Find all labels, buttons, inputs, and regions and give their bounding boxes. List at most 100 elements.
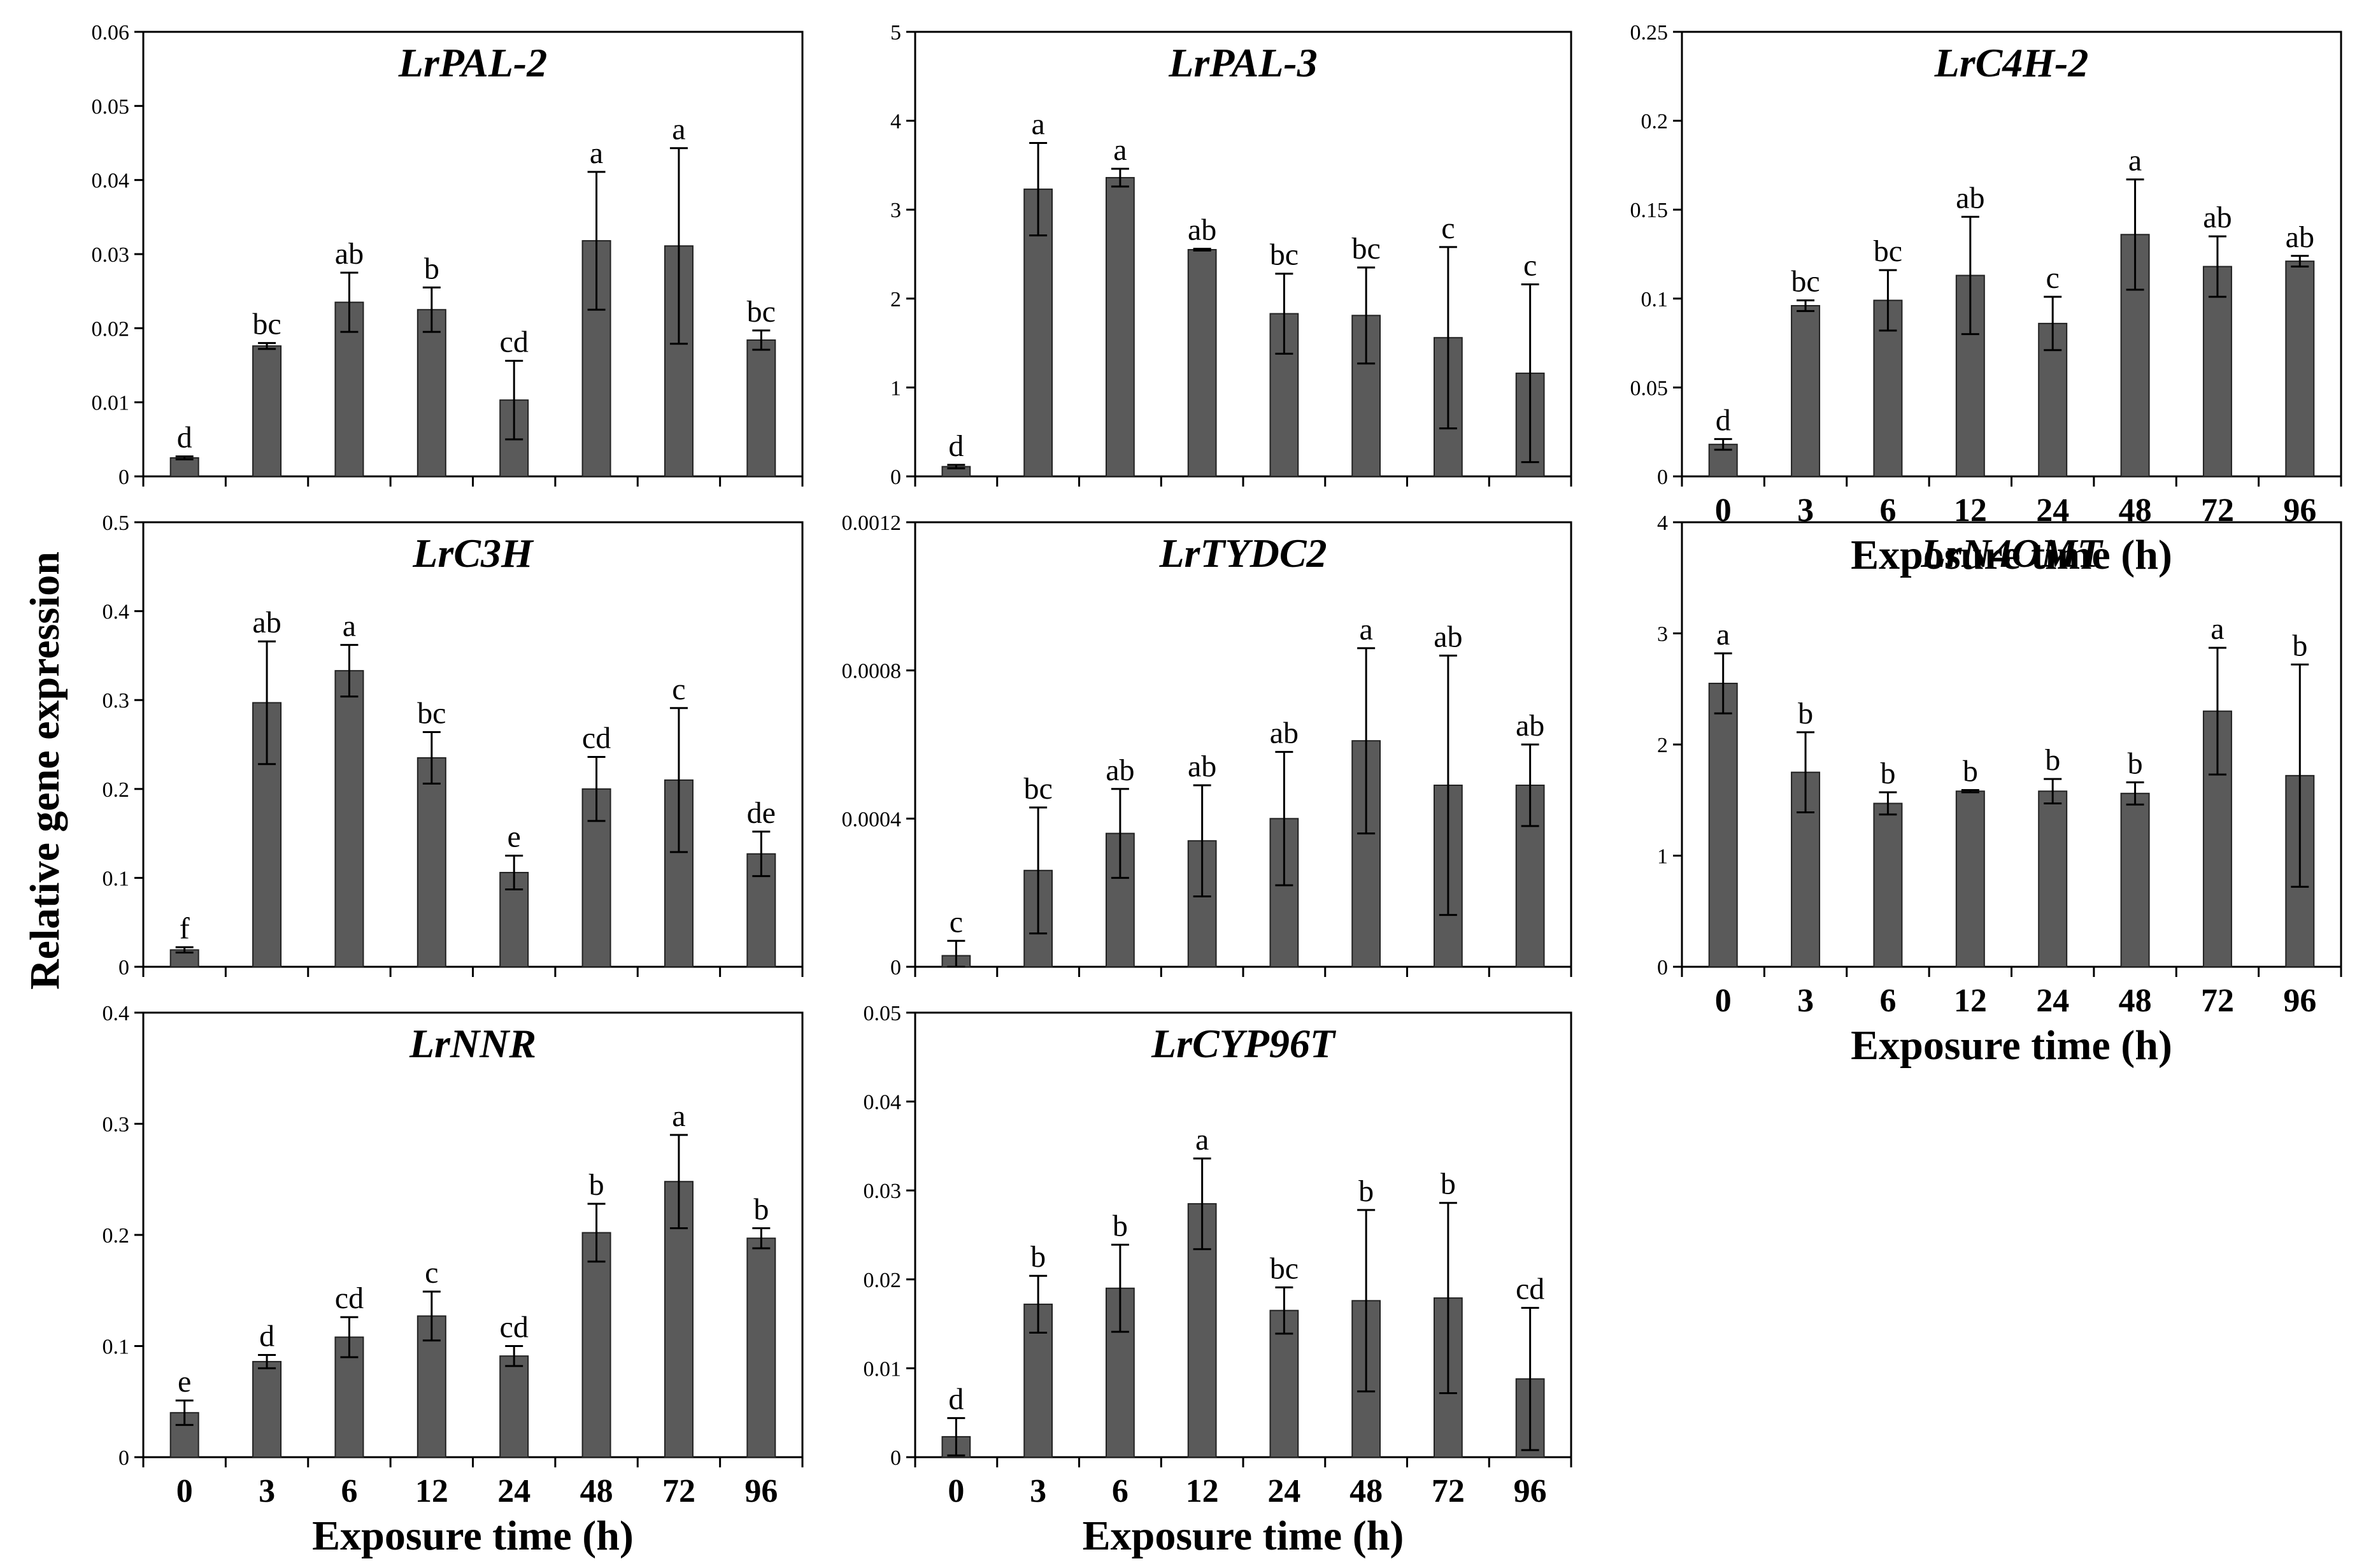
error-bar bbox=[1797, 299, 1815, 312]
error-bar bbox=[2291, 255, 2309, 268]
x-tick-label: 12 bbox=[1186, 1473, 1219, 1509]
significance-letter: bc bbox=[1270, 238, 1299, 272]
y-tick-label: 0.01 bbox=[92, 392, 130, 415]
y-axis-title: Relative gene expression bbox=[22, 552, 68, 990]
y-tick-label: 0.0004 bbox=[842, 808, 902, 831]
error-bar bbox=[2044, 296, 2062, 352]
chart-panel-8: 00.010.020.030.040.05LrCYP96Td0b3b6a12bc… bbox=[864, 1002, 1572, 1559]
y-tick-label: 3 bbox=[1657, 623, 1668, 646]
y-tick-label: 0.3 bbox=[103, 689, 130, 713]
significance-letter: b bbox=[589, 1168, 604, 1202]
chart-panel-1: 0 0.01 0.02 0.03 0.04 0.05 0.06 LrPAL-2 d bc ab b cd… bbox=[92, 21, 804, 489]
x-tick-label: 0 bbox=[176, 1473, 193, 1509]
error-bar bbox=[669, 147, 688, 345]
significance-letter: f bbox=[180, 911, 190, 945]
error-bar bbox=[1521, 1306, 1539, 1451]
error-bar bbox=[2208, 235, 2226, 298]
x-tick-label: 48 bbox=[2119, 983, 2152, 1019]
x-tick-label: 6 bbox=[1112, 1473, 1129, 1509]
y-tick-label: 4 bbox=[1657, 511, 1668, 535]
error-bar bbox=[587, 1202, 606, 1263]
y-tick-label: 0.03 bbox=[864, 1180, 902, 1203]
y-tick-label: 0.06 bbox=[92, 21, 130, 45]
error-bar bbox=[422, 286, 441, 333]
error-bar bbox=[2208, 646, 2226, 776]
plot-frame bbox=[1681, 31, 2342, 478]
error-bar bbox=[505, 1345, 523, 1367]
error-bar bbox=[422, 731, 441, 785]
significance-letter: b bbox=[424, 252, 439, 285]
significance-letter: c bbox=[672, 673, 685, 706]
error-bar bbox=[752, 329, 771, 351]
x-axis-title: Exposure time (h) bbox=[1851, 532, 2172, 578]
significance-letter: b bbox=[1113, 1209, 1128, 1243]
significance-letter: ab bbox=[1188, 750, 1216, 783]
y-tick-label: 0 bbox=[890, 1446, 901, 1470]
plot-frame bbox=[142, 31, 804, 478]
y-tick-label: 0.4 bbox=[103, 601, 130, 624]
significance-letter: c bbox=[1441, 211, 1455, 245]
significance-letter: c bbox=[1523, 248, 1537, 282]
bar-48h bbox=[2120, 792, 2150, 968]
error-bar bbox=[2044, 778, 2062, 804]
significance-letter: d bbox=[1716, 403, 1731, 437]
error-bar bbox=[258, 1353, 276, 1369]
y-tick-label: 0.5 bbox=[103, 511, 130, 535]
bar-12h bbox=[1955, 790, 1985, 968]
y-tick-label: 0.05 bbox=[864, 1002, 902, 1025]
x-tick-label: 0 bbox=[948, 1473, 964, 1509]
x-axis-title: Exposure time (h) bbox=[1851, 1022, 2172, 1069]
y-tick-label: 0.4 bbox=[103, 1002, 130, 1025]
bar-3h bbox=[252, 345, 282, 478]
bar-12h bbox=[417, 757, 446, 967]
error-bar bbox=[340, 644, 359, 698]
y-tick-label: 0.02 bbox=[864, 1269, 902, 1292]
significance-letter: c bbox=[950, 905, 963, 939]
chart-panel-2: 0 1 2 3 4 5 LrPAL-3 d a a ab bc bc c c bbox=[890, 21, 1572, 489]
significance-letter: ab bbox=[1106, 753, 1134, 787]
significance-letter: b bbox=[1358, 1174, 1374, 1208]
significance-letter: bc bbox=[1023, 772, 1052, 806]
x-tick-label: 6 bbox=[341, 1473, 357, 1509]
bar-24h bbox=[1269, 1309, 1299, 1458]
y-tick-label: 0.2 bbox=[103, 1224, 130, 1248]
y-tick-label: 0.1 bbox=[1641, 288, 1669, 311]
panel-title: LrN4OMT bbox=[1920, 531, 2104, 576]
significance-letter: c bbox=[425, 1256, 438, 1290]
significance-letter: bc bbox=[417, 696, 446, 730]
bar-3h bbox=[1791, 304, 1821, 477]
chart-panel-4: 0 0.1 0.2 0.3 0.4 0.5 LrC3H f ab a bc e cd c de bbox=[103, 511, 804, 980]
bar-6h bbox=[1873, 802, 1903, 967]
error-bar bbox=[422, 1290, 441, 1342]
significance-letter: a bbox=[1359, 613, 1372, 646]
significance-letter: b bbox=[2292, 629, 2307, 662]
significance-letter: d bbox=[948, 429, 964, 463]
bar-96h bbox=[2285, 260, 2315, 477]
plot-frame bbox=[142, 1011, 804, 1458]
x-tick-label: 48 bbox=[580, 1473, 613, 1509]
error-bar bbox=[947, 1417, 965, 1457]
y-tick-label: 0.2 bbox=[103, 778, 130, 802]
y-tick-label: 2 bbox=[1657, 734, 1668, 757]
panel-title: LrC4H-2 bbox=[1934, 40, 2089, 85]
significance-letter: b bbox=[1798, 697, 1813, 731]
y-tick-label: 0.1 bbox=[103, 1336, 130, 1359]
error-bar bbox=[1521, 743, 1539, 827]
significance-letter: ab bbox=[2203, 201, 2232, 234]
significance-letter: b bbox=[1880, 757, 1895, 790]
error-bar bbox=[1193, 1157, 1211, 1250]
significance-letter: e bbox=[508, 820, 521, 854]
error-bar bbox=[1714, 438, 1732, 451]
y-tick-label: 0.05 bbox=[92, 95, 130, 118]
significance-letter: a bbox=[1113, 133, 1127, 167]
bar-48h bbox=[581, 1232, 611, 1458]
error-bar bbox=[1029, 1274, 1048, 1334]
bar-6h bbox=[1105, 176, 1135, 477]
error-bar bbox=[2291, 663, 2309, 888]
error-bar bbox=[1111, 788, 1129, 879]
y-tick-label: 0.05 bbox=[1630, 376, 1669, 400]
y-tick-label: 0.3 bbox=[103, 1113, 130, 1137]
significance-letter: d bbox=[259, 1319, 274, 1353]
y-tick-label: 1 bbox=[1657, 845, 1668, 869]
significance-letter: cd bbox=[500, 1311, 529, 1344]
